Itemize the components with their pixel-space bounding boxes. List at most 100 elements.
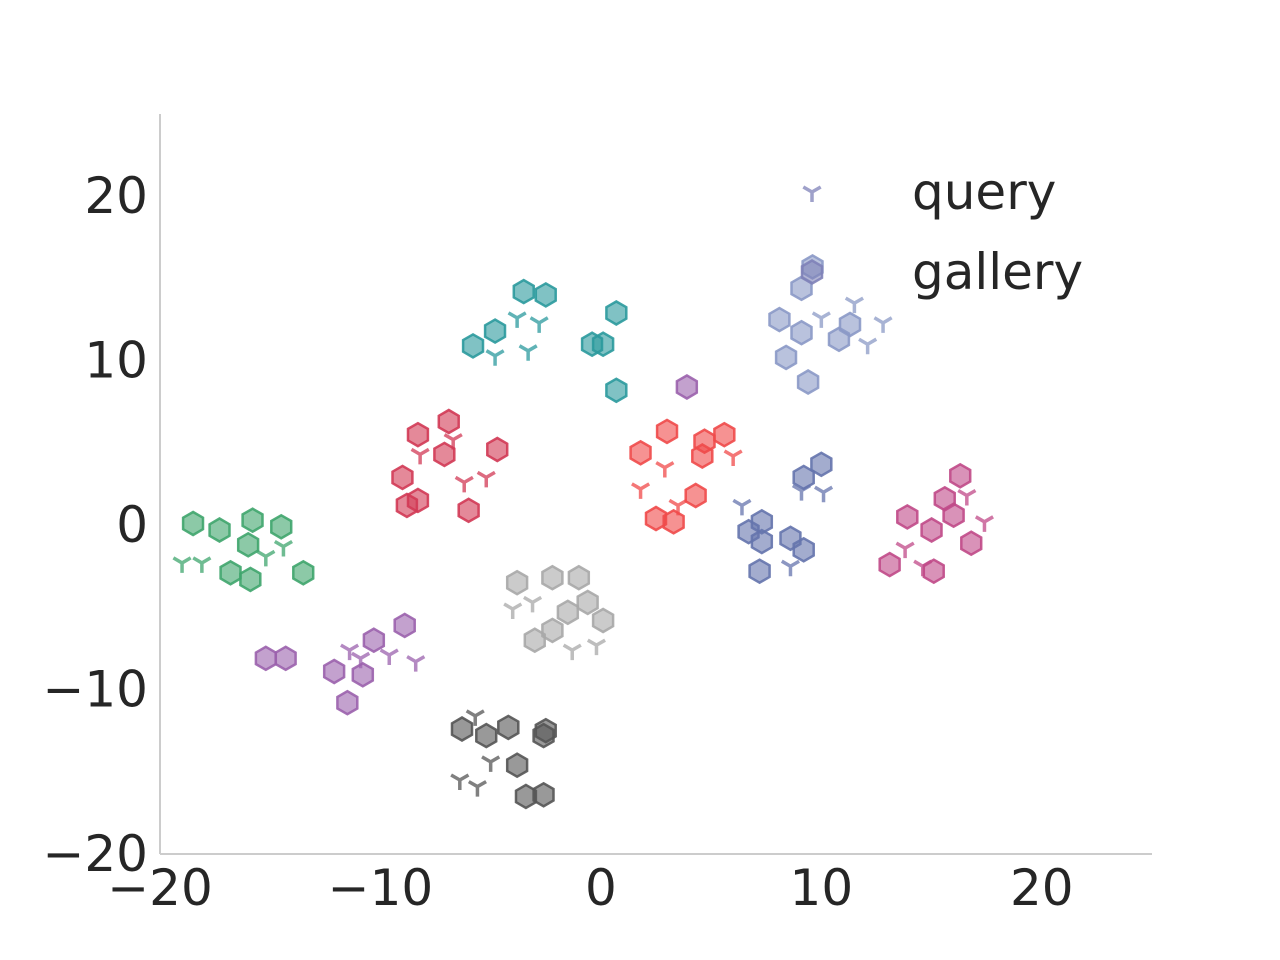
legend-query-marker (802, 185, 822, 202)
gallery-point (181, 510, 205, 537)
query-point (443, 433, 463, 450)
gallery-point (219, 559, 242, 586)
gallery-point (768, 306, 791, 333)
gallery-point (322, 658, 346, 685)
gallery-point (810, 451, 833, 478)
gallery-point (774, 344, 798, 371)
gallery-point (605, 377, 628, 404)
query-point (913, 559, 933, 577)
gallery-point (644, 505, 668, 532)
query-point (379, 648, 399, 666)
x-tick-label: −20 (107, 859, 213, 917)
query-point (814, 485, 834, 503)
gallery-point (239, 566, 262, 593)
gallery-point (691, 443, 714, 469)
y-tick-label: −20 (42, 825, 148, 883)
gallery-point (457, 497, 480, 524)
gallery-point (461, 332, 485, 359)
gallery-point (292, 559, 315, 586)
gallery-point (475, 722, 498, 749)
query-point (507, 311, 527, 328)
gallery-point (942, 502, 965, 529)
x-tick-labels: −20 −10 0 10 20 (107, 859, 1073, 917)
query-point (873, 316, 893, 333)
gallery-point (591, 607, 615, 634)
gallery-point (254, 645, 278, 672)
y-tick-labels: −20 −10 0 10 20 (42, 167, 148, 883)
gallery-point (393, 612, 416, 639)
gallery-point (713, 421, 736, 448)
gallery-point (362, 627, 386, 654)
query-point (791, 484, 812, 501)
gallery-point (960, 530, 983, 557)
gallery-point (790, 319, 813, 346)
x-tick-label: 10 (790, 859, 854, 917)
gallery-point (505, 569, 529, 596)
gallery-point (274, 645, 297, 672)
query-point (723, 449, 743, 467)
gallery-point (483, 318, 507, 345)
gallery-point (270, 513, 293, 540)
gallery-point (433, 441, 456, 468)
query-point (351, 651, 371, 669)
gallery-point (576, 589, 599, 616)
gallery-point (406, 421, 430, 448)
query-point (410, 447, 430, 465)
legend: query gallery (800, 163, 1083, 301)
query-point (485, 349, 505, 366)
query-point (518, 344, 538, 361)
x-tick-label: −10 (328, 859, 434, 917)
query-point (406, 655, 426, 672)
gallery-point (567, 564, 591, 591)
gallery-point (512, 278, 535, 305)
gallery-point (629, 439, 652, 466)
gallery-point (391, 464, 414, 491)
legend-label-gallery: gallery (912, 243, 1083, 301)
query-point (895, 541, 915, 559)
query-point (454, 475, 474, 493)
gallery-point (792, 464, 815, 491)
query-point (273, 539, 293, 557)
query-point (172, 556, 192, 573)
query-point (655, 461, 675, 478)
gallery-point (241, 507, 264, 534)
gallery-point (920, 517, 943, 543)
query-point (503, 602, 523, 619)
gallery-point (748, 558, 771, 585)
query-point (340, 643, 360, 661)
query-point (811, 311, 831, 328)
gallery-point (497, 714, 520, 741)
gallery-point (351, 661, 375, 688)
query-point (562, 643, 582, 661)
gallery-point (505, 752, 529, 779)
legend-gallery-marker (800, 259, 824, 285)
query-point (631, 482, 651, 499)
gallery-point (336, 689, 359, 716)
query-point (256, 549, 276, 567)
x-tick-label: 0 (585, 859, 617, 917)
gallery-point (236, 531, 260, 558)
gallery-point (827, 326, 851, 353)
gallery-point (684, 482, 707, 509)
query-point (858, 337, 878, 355)
gallery-point (541, 564, 564, 591)
gallery-point (532, 781, 555, 808)
gallery-point (208, 517, 231, 543)
y-tick-label: 0 (116, 496, 148, 554)
gallery-point (541, 617, 564, 644)
gallery-point (750, 528, 774, 555)
query-point (529, 316, 549, 333)
query-point (668, 498, 688, 516)
gallery-point (450, 716, 474, 742)
query-point (467, 780, 487, 797)
gallery-point (437, 408, 460, 435)
gallery-point (949, 462, 972, 489)
query-point (450, 773, 470, 790)
y-tick-label: 20 (84, 167, 148, 225)
gallery-point (655, 418, 679, 445)
gallery-point (486, 436, 509, 463)
gallery-point (662, 508, 685, 535)
gallery-point (605, 300, 628, 326)
gallery-point (534, 281, 557, 308)
